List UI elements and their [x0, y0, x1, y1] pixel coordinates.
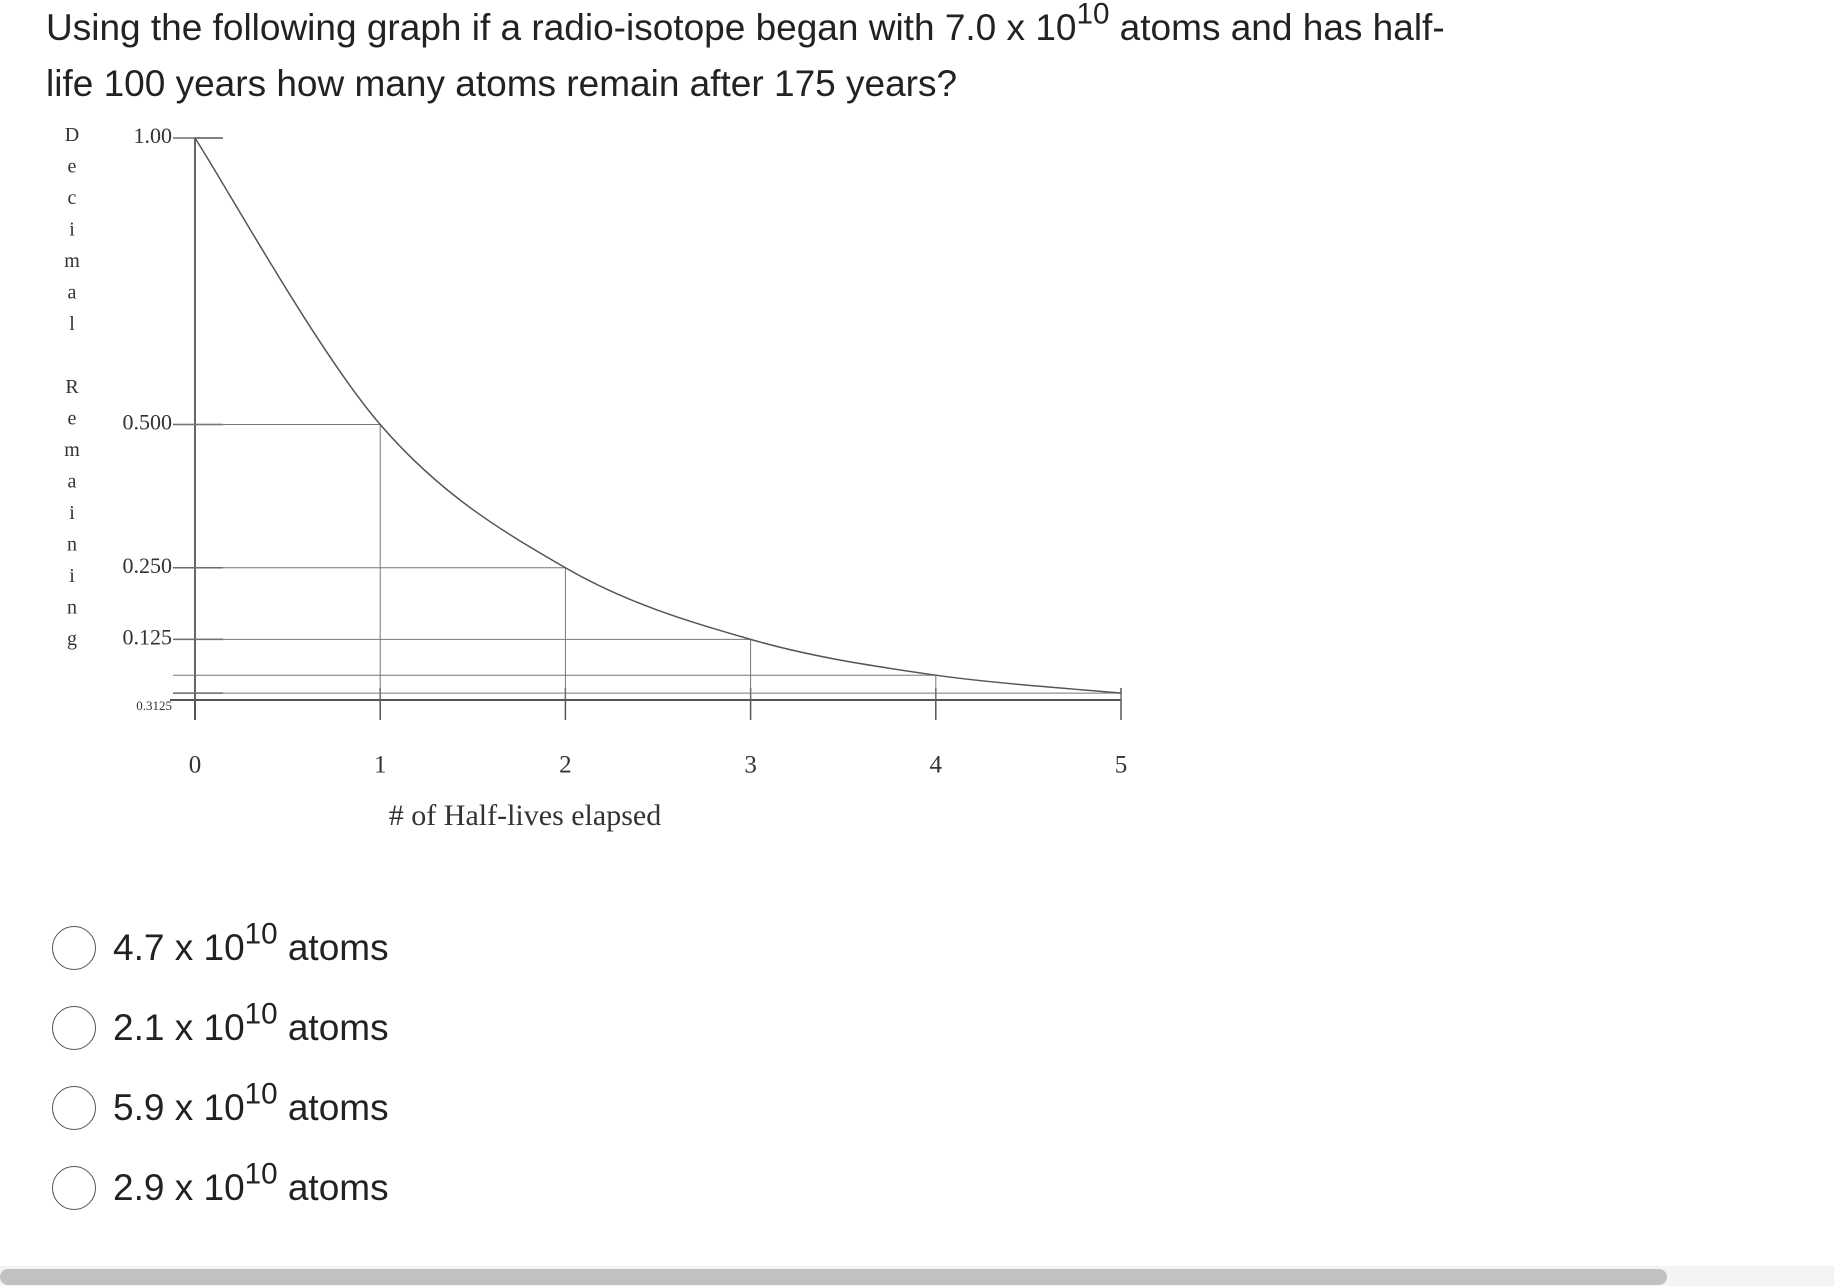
- option-base: 2.9 x 10: [113, 1167, 245, 1208]
- option-unit: atoms: [287, 1007, 389, 1048]
- option-exponent: 10: [244, 1077, 278, 1111]
- option-label: 4.7 x 1010 atoms: [113, 919, 389, 969]
- y-tick-label: 0.500: [123, 410, 173, 435]
- x-tick-label: 1: [374, 752, 387, 779]
- radio[interactable]: [52, 926, 96, 970]
- option[interactable]: 2.9 x 1010 atoms: [52, 1159, 389, 1216]
- radio[interactable]: [52, 1006, 96, 1050]
- option[interactable]: 4.7 x 1010 atoms: [52, 919, 389, 976]
- x-tick-label: 3: [744, 752, 757, 779]
- scrollbar[interactable]: [0, 1269, 1667, 1285]
- y-axis-label: Decimal Remaining: [61, 124, 83, 660]
- question-exponent: 10: [1076, 0, 1110, 31]
- option-exponent: 10: [244, 997, 278, 1031]
- option-base: 2.1 x 10: [113, 1007, 245, 1048]
- question-text: Using the following graph if a radio-iso…: [46, 7, 1077, 48]
- question-text: atoms and has half-life 100 years how ma…: [46, 7, 1445, 104]
- radio[interactable]: [52, 1166, 96, 1210]
- option-unit: atoms: [287, 1167, 389, 1208]
- option-base: 5.9 x 10: [113, 1087, 245, 1128]
- x-tick-label: 2: [559, 752, 572, 779]
- x-axis-label: # of Half-lives elapsed: [389, 799, 661, 832]
- y-tick-label: 0.250: [123, 553, 173, 578]
- radio[interactable]: [52, 1086, 96, 1130]
- y-tick-label: 0.125: [123, 624, 173, 649]
- option-label: 2.9 x 1010 atoms: [113, 1159, 389, 1209]
- option[interactable]: 2.1 x 1010 atoms: [52, 999, 389, 1056]
- option-label: 5.9 x 1010 atoms: [113, 1079, 389, 1129]
- option-label: 2.1 x 1010 atoms: [113, 999, 389, 1049]
- question: Using the following graph if a radio-iso…: [46, 0, 1486, 112]
- x-tick-label: 4: [930, 752, 943, 779]
- y-tick-label: 1.00: [134, 123, 173, 148]
- option-unit: atoms: [287, 1087, 389, 1128]
- option-base: 4.7 x 10: [113, 927, 245, 968]
- x-tick-label: 0: [189, 752, 202, 779]
- option-exponent: 10: [244, 1157, 278, 1191]
- option[interactable]: 5.9 x 1010 atoms: [52, 1079, 389, 1136]
- option-exponent: 10: [244, 917, 278, 951]
- x-tick-label: 5: [1115, 752, 1128, 779]
- decay-curve: [194, 137, 1122, 694]
- option-unit: atoms: [287, 927, 389, 968]
- graph: 1.00 0.500 0.250 0.125 0.3125 0 1 2 3 4 5 # of Half…: [123, 123, 1128, 832]
- y-tick-label: 0.3125: [136, 698, 172, 713]
